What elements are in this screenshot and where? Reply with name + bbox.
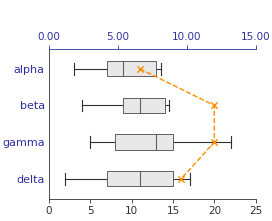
Point: [212, 104, 217, 107]
Point: [212, 140, 217, 144]
Bar: [107, 61, 156, 76]
Point: [179, 177, 183, 181]
Bar: [107, 171, 173, 187]
Bar: [123, 98, 165, 113]
Point: [138, 67, 142, 70]
Bar: [115, 134, 173, 150]
